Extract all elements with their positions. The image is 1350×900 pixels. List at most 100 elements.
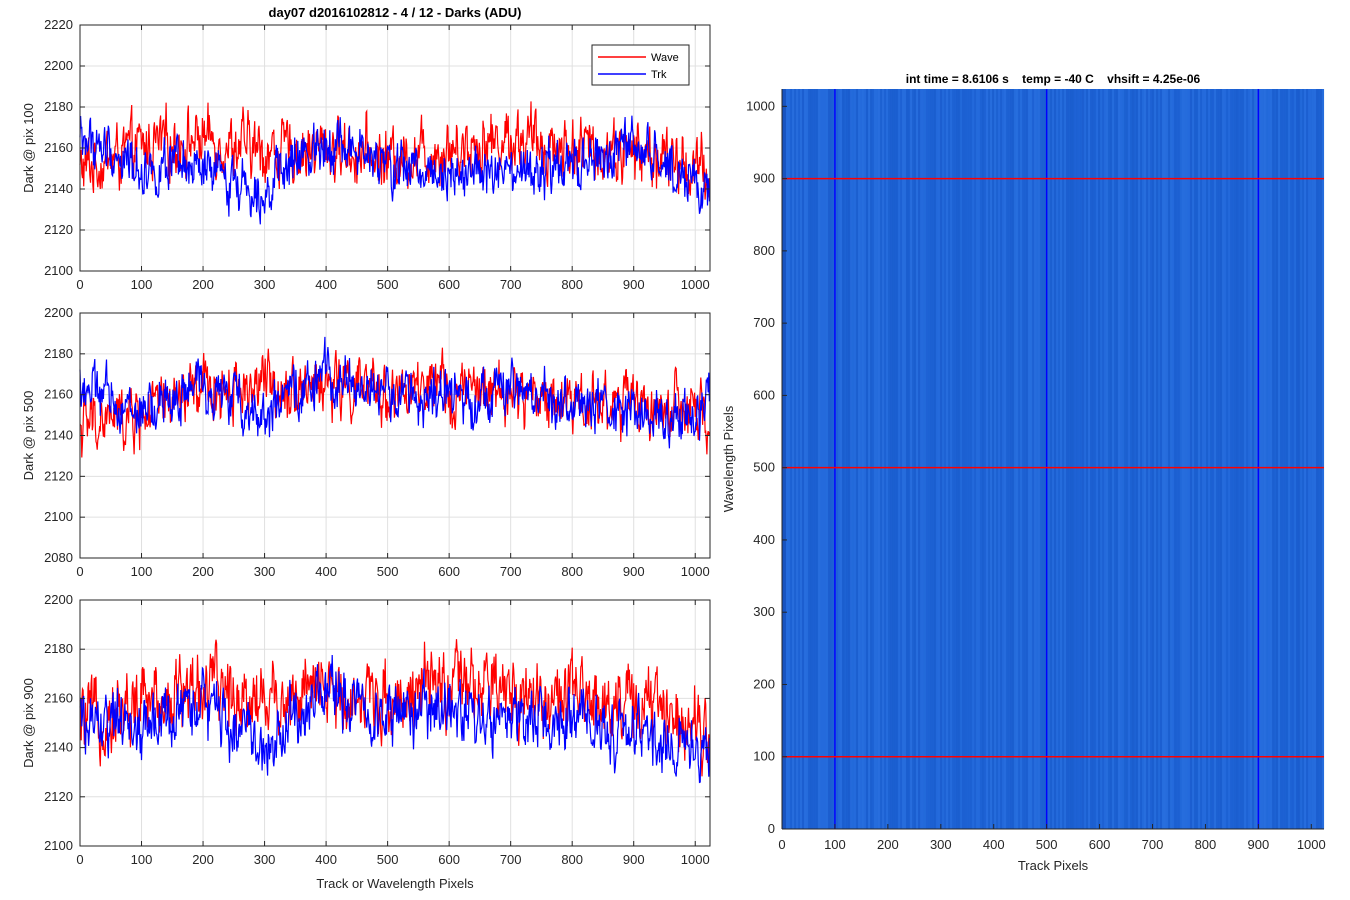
image-column	[912, 89, 915, 829]
figure-title: day07 d2016102812 - 4 / 12 - Darks (ADU)	[269, 5, 522, 20]
series-line-wave	[79, 347, 710, 458]
image-column	[1290, 89, 1293, 829]
image-column	[826, 89, 829, 829]
image-column	[1020, 89, 1023, 829]
image-column	[1222, 89, 1225, 829]
image-column	[832, 89, 835, 829]
y-tick-label: 2140	[44, 740, 73, 755]
image-column	[1142, 89, 1145, 829]
image-column	[910, 89, 913, 829]
image-column	[1214, 89, 1217, 829]
image-column	[1014, 89, 1017, 829]
image-column	[1138, 89, 1141, 829]
image-column	[1172, 89, 1175, 829]
image-column	[1086, 89, 1089, 829]
image-column	[1078, 89, 1081, 829]
image-column	[1230, 89, 1233, 829]
x-tick-label: 400	[983, 837, 1005, 852]
image-column	[1174, 89, 1177, 829]
y-tick-label: 2120	[44, 222, 73, 237]
y-tick-label: 2120	[44, 789, 73, 804]
image-column	[862, 89, 865, 829]
y-tick-label: 500	[753, 460, 775, 475]
image-column	[1224, 89, 1227, 829]
x-tick-label: 300	[254, 277, 276, 292]
y-tick-label: 2180	[44, 346, 73, 361]
image-column	[1056, 89, 1059, 829]
image-column	[810, 89, 813, 829]
image-column	[1054, 89, 1057, 829]
y-tick-label: 2140	[44, 428, 73, 443]
image-column	[866, 89, 869, 829]
x-tick-label: 600	[438, 852, 460, 867]
image-column	[796, 89, 799, 829]
x-tick-label: 100	[824, 837, 846, 852]
image-column	[808, 89, 811, 829]
image-column	[1094, 89, 1097, 829]
y-tick-label: 2200	[44, 305, 73, 320]
image-column	[1122, 89, 1125, 829]
image-column	[1080, 89, 1083, 829]
image-column	[994, 89, 997, 829]
image-column	[1208, 89, 1211, 829]
image-column	[1036, 89, 1039, 829]
image-column	[1300, 89, 1303, 829]
series-line-trk	[79, 654, 710, 784]
image-column	[904, 89, 907, 829]
image-column	[1108, 89, 1111, 829]
y-tick-label: 2100	[44, 838, 73, 853]
image-column	[818, 89, 821, 829]
x-tick-label: 600	[438, 564, 460, 579]
x-tick-label: 700	[500, 852, 522, 867]
image-column	[1154, 89, 1157, 829]
image-column	[1232, 89, 1235, 829]
image-column	[786, 89, 789, 829]
x-tick-label: 800	[561, 564, 583, 579]
image-column	[1250, 89, 1253, 829]
image-column	[1164, 89, 1167, 829]
image-column	[1114, 89, 1117, 829]
image-column	[1318, 89, 1321, 829]
image-column	[800, 89, 803, 829]
image-column	[1160, 89, 1163, 829]
image-column	[1256, 89, 1259, 829]
image-column	[954, 89, 957, 829]
image-column	[788, 89, 791, 829]
image-column	[966, 89, 969, 829]
x-tick-label: 900	[623, 852, 645, 867]
image-column	[858, 89, 861, 829]
image-column	[974, 89, 977, 829]
y-tick-label: 2120	[44, 468, 73, 483]
image-column	[1016, 89, 1019, 829]
image-column	[1266, 89, 1269, 829]
image-column	[1178, 89, 1181, 829]
image-column	[986, 89, 989, 829]
y-tick-label: 200	[753, 676, 775, 691]
image-column	[950, 89, 953, 829]
image-column	[1066, 89, 1069, 829]
image-column	[1204, 89, 1207, 829]
image-column	[1276, 89, 1279, 829]
image-column	[932, 89, 935, 829]
image-column	[846, 89, 849, 829]
image-column	[806, 89, 809, 829]
image-column	[916, 89, 919, 829]
image-column	[942, 89, 945, 829]
image-column	[820, 89, 823, 829]
image-column	[1104, 89, 1107, 829]
y-axis-label: Dark @ pix 100	[21, 103, 36, 193]
image-column	[1226, 89, 1229, 829]
image-column	[1264, 89, 1267, 829]
image-column	[792, 89, 795, 829]
image-column	[1234, 89, 1237, 829]
image-column	[1110, 89, 1113, 829]
x-tick-label: 0	[76, 852, 83, 867]
x-tick-label: 700	[500, 564, 522, 579]
image-column	[920, 89, 923, 829]
image-column	[864, 89, 867, 829]
image-column	[876, 89, 879, 829]
image-column	[824, 89, 827, 829]
image-column	[1216, 89, 1219, 829]
panel-dark-pix-900: 0 100 200 300 400 500 600 700 800 900 1000 2100 2120…	[21, 592, 711, 891]
image-column	[1028, 89, 1031, 829]
